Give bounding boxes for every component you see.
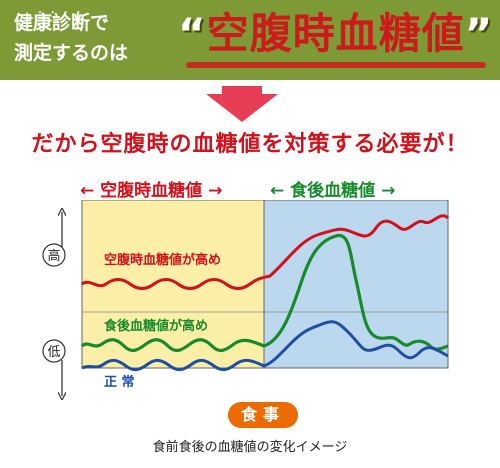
- axis-low-label: 低: [47, 345, 60, 360]
- axis-high-label: 高: [47, 248, 60, 264]
- legend-postprandial: ← 食後血糖値 →: [270, 181, 396, 201]
- banner-highlight: “空腹時血糖値”: [178, 6, 493, 62]
- red-curve: [81, 214, 450, 290]
- meal-badge: 食事: [228, 402, 298, 428]
- banner-highlight-text: 空腹時血糖値: [206, 9, 465, 58]
- quote-open: “: [178, 9, 207, 58]
- top-banner: 健康診断で 測定するのは “空腹時血糖値”: [0, 0, 500, 80]
- headline: だから空腹時の血糖値を対策する必要が！: [31, 132, 469, 157]
- blue-curve: [81, 320, 449, 372]
- legend: ← 空腹時血糖値 → ← 食後血糖値 →: [80, 176, 460, 201]
- glucose-diagram: 高 低 空腹時血糖値が高め 食後血糖値が高め 正 常: [42, 200, 450, 430]
- normal-label: 正 常: [104, 374, 135, 390]
- axis-low-badge: [42, 339, 66, 363]
- down-arrow-icon: [206, 86, 278, 122]
- banner-line-1: 健康診断で: [14, 0, 128, 38]
- axis-high-badge: [42, 243, 66, 267]
- highlight-underline: [186, 62, 486, 68]
- postprandial-high-label: 食後血糖値が高め: [104, 318, 208, 334]
- banner-left-text: 健康診断で 測定するのは: [14, 0, 129, 68]
- fasting-high-label: 空腹時血糖値が高め: [104, 252, 221, 268]
- legend-fasting: ← 空腹時血糖値 →: [80, 181, 223, 201]
- diagram-caption: 食前食後の血糖値の変化イメージ: [152, 440, 348, 455]
- quote-close: ”: [464, 9, 494, 58]
- banner-line-2: 測定するのは: [14, 42, 129, 64]
- green-curve: [80, 234, 449, 353]
